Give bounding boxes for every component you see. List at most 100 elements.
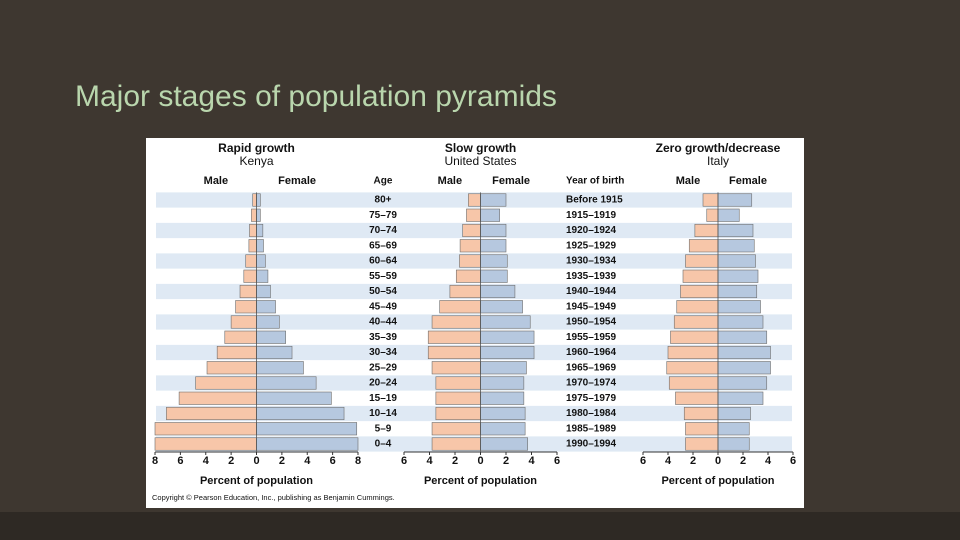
bar [717,315,764,329]
category-label: 15–19 [369,393,397,404]
bar [455,269,481,283]
x-tick-label: 4 [304,455,311,467]
bar [245,254,257,268]
bar [680,284,719,299]
bar [668,376,719,390]
bar [676,300,719,314]
category-label: 1980–1984 [566,408,616,419]
x-tick-label: 0 [715,455,721,467]
x-axis-label: Percent of population [200,475,313,487]
bar [256,254,266,268]
category-label: 1950–1954 [566,317,616,328]
bar [717,406,751,421]
copyright: Copyright © Pearson Education, Inc., pub… [152,493,395,502]
bar [178,391,257,405]
bar [717,284,758,299]
category-label: 1990–1994 [566,439,616,450]
bar [480,300,523,314]
category-header: Year of birth [566,176,624,187]
series-label: Female [729,175,767,187]
category-label: 80+ [375,195,392,206]
bar [717,208,740,222]
series-label: Female [278,175,316,187]
x-axis-label: Percent of population [424,475,537,487]
x-tick-label: 6 [790,455,796,467]
bar [224,330,257,344]
bar [256,422,358,436]
category-header: Age [374,176,393,187]
bar [256,330,286,344]
bar [717,437,750,451]
series-label: Male [204,175,228,187]
bar [243,269,257,283]
bar [480,361,527,375]
category-label: 75–79 [369,210,397,221]
bar [717,254,756,268]
category-label: 5–9 [375,423,392,434]
bar [431,361,481,375]
bar [256,376,317,390]
x-tick-label: 8 [355,455,361,467]
bar [468,193,481,207]
bar [682,269,719,283]
bar [480,406,526,421]
category-label: 30–34 [369,347,397,358]
bar [435,376,481,390]
bar [431,422,481,436]
category-label: 1920–1924 [566,225,616,236]
bar [449,284,481,299]
bar [256,391,332,405]
bar [717,300,761,314]
x-tick-label: 4 [426,455,433,467]
x-tick-label: 4 [528,455,535,467]
bar [248,239,257,253]
category-label: 40–44 [369,317,397,328]
category-label: 1935–1939 [566,271,616,282]
bar [256,223,264,238]
category-label: Before 1915 [566,195,623,206]
category-label: 10–14 [369,408,397,419]
category-label: 45–49 [369,301,397,312]
x-tick-label: 2 [690,455,696,467]
bar [717,391,764,405]
bar [256,239,264,253]
bar [673,315,719,329]
bar [717,223,754,238]
bar [694,223,719,238]
bar [480,254,508,268]
bar [480,315,531,329]
x-axis-label: Percent of population [661,475,774,487]
bar [239,284,257,299]
x-tick-label: 6 [554,455,560,467]
category-label: 1985–1989 [566,423,616,434]
bar [256,269,269,283]
bar [435,391,481,405]
bar [667,345,719,360]
series-label: Female [492,175,530,187]
bar [256,208,261,222]
bar [251,208,257,222]
category-label: 1925–1929 [566,240,616,251]
bar [480,193,507,207]
bar [480,330,535,344]
bar [685,254,719,268]
category-label: 1930–1934 [566,256,616,267]
bar [439,300,481,314]
bar [256,361,304,375]
category-label: 1975–1979 [566,393,616,404]
bar [717,376,768,390]
bar [717,239,755,253]
x-tick-label: 2 [228,455,234,467]
category-label: 1960–1964 [566,347,616,358]
bar [480,391,525,405]
bar [480,376,525,390]
category-label: 1940–1944 [566,286,616,297]
bar [206,361,257,375]
bar [235,300,257,314]
category-label: 55–59 [369,271,397,282]
bar [702,193,719,207]
bar [480,437,528,451]
bar [675,391,719,405]
